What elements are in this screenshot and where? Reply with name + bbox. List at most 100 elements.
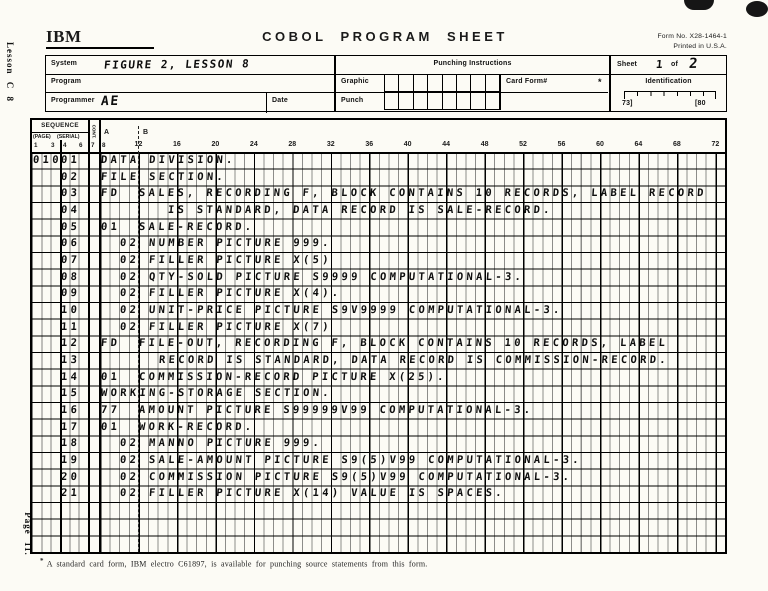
code-row: 15 WORKING-STORAGE SECTION. xyxy=(32,385,725,402)
punch-cell xyxy=(384,92,399,111)
code-text: FILLER PICTURE X(5) xyxy=(148,254,333,266)
code-text: WORKING-STORAGE SECTION. xyxy=(100,387,333,400)
identification-label: Identification xyxy=(645,78,692,85)
sequence-serial-number: 06 xyxy=(60,237,81,250)
sequence-serial-number: 16 xyxy=(60,404,81,416)
code-text: FILE-OUT, RECORDING F, BLOCK CONTAINS 10… xyxy=(139,337,670,350)
code-row: 13 RECORD IS STANDARD, DATA RECORD IS COM… xyxy=(32,352,725,369)
card-form-label: Card Form# xyxy=(506,78,548,85)
card-form-asterisk: * xyxy=(598,77,602,87)
sequence-serial-number: 04 xyxy=(60,204,81,216)
code-row: 20 02 COMMISSION PICTURE S9(5)V99 COMPUTAT… xyxy=(32,469,725,486)
row-lines xyxy=(32,152,725,552)
sheet-label: Sheet xyxy=(617,61,638,68)
handwritten-code-area: 010 01 DATA DIVISION. 02 FILE SECTION. 03 FD SA… xyxy=(32,152,725,552)
code-text: COMMISSION PICTURE S9(5)V99 COMPUTATIONA… xyxy=(148,470,573,483)
graphic-label: Graphic xyxy=(341,78,369,85)
column-number: 36 xyxy=(365,141,374,148)
code-text: 02 xyxy=(119,454,140,466)
punch-label: Punch xyxy=(341,97,364,104)
date-label: Date xyxy=(272,97,288,104)
grid-header-separator xyxy=(32,152,725,154)
code-row: 04 IS STANDARD, DATA RECORD IS SALE-RECOR… xyxy=(32,202,725,219)
programmer-label: Programmer xyxy=(51,97,95,104)
code-row: 02 FILE SECTION. xyxy=(32,169,725,186)
code-text: AMOUNT PICTURE S99999V99 COMPUTATIONAL-3… xyxy=(139,404,535,416)
punch-cell xyxy=(427,74,442,93)
program-label: Program xyxy=(51,78,82,85)
code-text: FILE SECTION. xyxy=(100,170,227,183)
punch-cell xyxy=(484,92,499,111)
sequence-serial-number: 02 xyxy=(60,170,81,183)
sheet-number-value: 1 xyxy=(655,57,665,72)
code-row: 010 01 DATA DIVISION. xyxy=(32,152,725,169)
code-text: 02 xyxy=(119,487,140,500)
punch-code-cells xyxy=(384,74,499,111)
sequence-serial-number: 01 xyxy=(60,154,81,166)
sequence-serial-number: 19 xyxy=(60,454,81,466)
sequence-serial-number: 13 xyxy=(60,354,81,366)
sequence-serial-number: 18 xyxy=(60,437,81,450)
code-text: FILLER PICTURE X(14) VALUE IS SPACES. xyxy=(148,487,506,500)
column-number: 64 xyxy=(634,141,643,148)
punch-cell xyxy=(470,92,485,111)
column-number: 48 xyxy=(480,141,489,148)
code-row: 21 02 FILLER PICTURE X(14) VALUE IS SPACES… xyxy=(32,485,725,502)
code-text: WORK-RECORD. xyxy=(139,420,256,433)
coding-grid: SEQUENCE (PAGE) (SERIAL) 1 3 4 6 7 8 CON… xyxy=(30,118,727,554)
column-number: 44 xyxy=(442,141,451,148)
scan-artifact-mark xyxy=(684,0,714,10)
code-text: NUMBER PICTURE 999. xyxy=(148,237,333,250)
punch-cell xyxy=(441,74,456,93)
code-text: 77 xyxy=(100,404,121,416)
code-row: 17 01 WORK-RECORD. xyxy=(32,419,725,436)
code-text: 02 xyxy=(119,320,140,333)
column-number: 68 xyxy=(672,141,681,148)
sequence-serial-number: 05 xyxy=(60,220,81,233)
serial-col-label: (SERIAL) xyxy=(57,134,80,140)
form-number: Form No. X28-1464-1 Printed in U.S.A. xyxy=(657,33,727,50)
punch-cell xyxy=(412,74,428,93)
column-number: 72 xyxy=(711,141,720,148)
code-text: IS STANDARD, DATA RECORD IS SALE-RECORD. xyxy=(167,204,554,216)
sequence-serial-number: 10 xyxy=(60,304,81,316)
punch-cell xyxy=(427,92,442,111)
column-number: 52 xyxy=(519,141,527,148)
code-text: SALE-AMOUNT PICTURE S9(5)V99 COMPUTATION… xyxy=(148,454,583,466)
code-row: 06 02 NUMBER PICTURE 999. xyxy=(32,235,725,252)
area-a-label: A xyxy=(104,129,110,136)
punch-cell xyxy=(412,92,428,111)
code-text: FD xyxy=(100,337,121,350)
code-text: 02 xyxy=(119,287,140,300)
code-row: 18 02 MANNO PICTURE 999. xyxy=(32,435,725,452)
identification-ruler xyxy=(624,91,716,99)
identification-col-end: [80 xyxy=(695,100,706,107)
code-text: 01 xyxy=(100,220,121,233)
code-text: FD xyxy=(100,187,121,200)
code-text: 02 xyxy=(119,304,140,316)
margin-b-dashed-line xyxy=(138,126,139,552)
column-number: 40 xyxy=(403,141,412,148)
code-row: 14 01 COMMISSION-RECORD PICTURE X(25). xyxy=(32,369,725,386)
sheet-of-label: of xyxy=(671,61,679,68)
code-row: 10 02 UNIT-PRICE PICTURE S9V9999 COMPUTATI… xyxy=(32,302,725,319)
code-text: QTY-SOLD PICTURE S9999 COMPUTATIONAL-3. xyxy=(148,270,525,283)
footnote: * A standard card form, IBM electro C6189… xyxy=(40,557,428,569)
identity-fields-box: System FIGURE 2, LESSON 8 Program Progra… xyxy=(45,55,335,113)
page-title: COBOL PROGRAM SHEET xyxy=(262,29,508,44)
sequence-serial-number: 20 xyxy=(60,470,81,483)
system-label: System xyxy=(51,60,78,67)
column-number: 32 xyxy=(326,141,335,148)
page-col-label: (PAGE) xyxy=(33,134,51,140)
sequence-serial-number: 14 xyxy=(60,370,81,383)
punch-cell xyxy=(470,74,485,93)
programmer-value: AE xyxy=(100,93,121,110)
code-row: 16 77 AMOUNT PICTURE S99999V99 COMPUTATION… xyxy=(32,402,725,419)
column-number: 12 xyxy=(134,141,143,148)
punch-cell xyxy=(398,74,413,93)
code-text: 02 xyxy=(119,437,140,450)
sequence-serial-number: 09 xyxy=(60,287,81,300)
sequence-header-label: SEQUENCE xyxy=(41,122,79,129)
sequence-serial-number: 12 xyxy=(60,337,81,350)
